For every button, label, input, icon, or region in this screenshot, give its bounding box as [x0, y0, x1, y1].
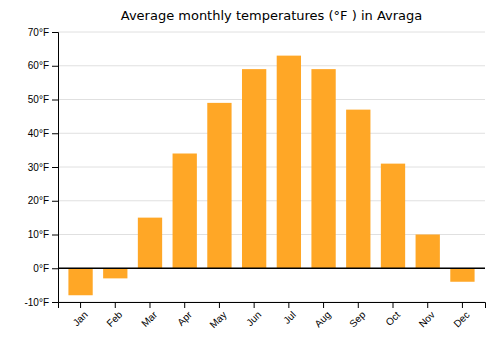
bar [277, 56, 301, 269]
y-tick: 20°F [28, 195, 58, 206]
grid [58, 32, 485, 302]
y-tick-label: 50°F [28, 94, 49, 105]
x-tick: Feb [105, 302, 125, 329]
x-tick-mark [288, 302, 289, 308]
y-tick-label: -10°F [24, 297, 49, 308]
bar [416, 235, 440, 269]
chart-container: -10°F 0°F 10°F 20°F 30°F 40°F 50°F 60°F 70°F Jan F… [0, 0, 500, 350]
y-tick-mark [52, 133, 58, 134]
x-tick-mark [393, 302, 394, 308]
x-tick-mark [184, 302, 185, 308]
grid-line [58, 32, 485, 33]
bar [103, 268, 127, 278]
x-tick-mark [149, 302, 150, 308]
x-tick-mark [358, 302, 359, 308]
x-tick: Nov [417, 302, 437, 329]
grid-line [58, 200, 485, 201]
plot-area: -10°F 0°F 10°F 20°F 30°F 40°F 50°F 60°F 70°F Jan F… [24, 27, 485, 331]
x-tick: Mar [139, 302, 159, 329]
bar [311, 69, 335, 268]
x-tick-label: Aug [312, 309, 332, 329]
x-tick-mark [219, 302, 220, 308]
x-tick-mark [427, 302, 428, 308]
y-tick: 50°F [28, 94, 58, 105]
bar [450, 268, 474, 282]
grid-line [58, 133, 485, 134]
bar [346, 110, 370, 269]
bar [138, 218, 162, 269]
bar [68, 268, 92, 295]
x-tick-mark [115, 302, 116, 308]
y-tick: 0°F [33, 263, 58, 274]
grid-line [58, 65, 485, 66]
y-tick-mark [52, 235, 58, 236]
y-tick-mark [52, 100, 58, 101]
x-tick: Aug [312, 302, 332, 329]
x-tick-mark [80, 302, 81, 308]
x-tick: Jun [244, 302, 263, 328]
grid-line [58, 99, 485, 100]
x-tick-label: Jun [244, 309, 263, 328]
y-tick-label: 30°F [28, 162, 49, 173]
grid-line [58, 167, 485, 168]
x-tick-mark [462, 302, 463, 308]
y-tick: 30°F [28, 162, 58, 173]
x-tick: Jan [71, 302, 90, 328]
y-tick: 70°F [28, 27, 58, 38]
grid-line [58, 268, 485, 269]
x-tick: May [207, 302, 228, 330]
y-tick: 40°F [28, 128, 58, 139]
y-tick-mark [52, 32, 58, 33]
x-tick-mark [254, 302, 255, 308]
title: Average monthly temperatures (°F ) in Av… [121, 8, 423, 23]
y-tick: 60°F [28, 60, 58, 71]
x-tick-label: Nov [417, 309, 437, 329]
x-axis: Jan Feb Mar Apr May Jun Jul Aug Sep Oct Nov Dec [59, 302, 486, 330]
y-tick: 10°F [28, 229, 58, 240]
x-tick: Apr [175, 302, 194, 328]
y-tick-label: 70°F [28, 27, 49, 38]
bar [173, 154, 197, 269]
x-tick-label: Oct [383, 309, 402, 328]
y-tick-label: 10°F [28, 229, 49, 240]
bar [381, 164, 405, 269]
y-tick-label: 20°F [28, 195, 49, 206]
x-tick-label: Jul [281, 309, 298, 326]
y-tick-label: 60°F [28, 60, 49, 71]
y-tick-label: 40°F [28, 128, 49, 139]
x-axis-line [59, 303, 486, 309]
y-axis: -10°F 0°F 10°F 20°F 30°F 40°F 50°F 60°F 70°F [24, 27, 58, 308]
x-tick-label: Dec [451, 309, 471, 329]
y-tick-label: 0°F [33, 263, 49, 274]
y-tick-mark [52, 167, 58, 168]
x-tick: Dec [451, 302, 471, 329]
zero-line [58, 268, 485, 270]
x-tick-label: Sep [347, 309, 368, 330]
bars [58, 56, 485, 296]
x-tick: Jul [281, 302, 298, 326]
y-tick-mark [52, 302, 58, 303]
x-tick-label: Apr [175, 309, 194, 328]
bar [242, 69, 266, 268]
x-tick-label: Mar [139, 309, 159, 329]
bar [207, 103, 231, 268]
y-tick-mark [52, 66, 58, 67]
x-tick-label: Jan [71, 309, 90, 328]
y-tick-mark [52, 201, 58, 202]
y-tick: -10°F [24, 297, 58, 308]
y-axis-line [52, 33, 59, 303]
y-tick-mark [52, 268, 58, 269]
x-tick-label: May [207, 309, 228, 330]
x-tick: Oct [383, 302, 402, 328]
x-tick: Sep [347, 302, 368, 329]
x-tick-mark [323, 302, 324, 308]
x-tick-label: Feb [105, 309, 125, 329]
chart-svg: -10°F 0°F 10°F 20°F 30°F 40°F 50°F 60°F 70°F Jan F… [0, 0, 500, 350]
